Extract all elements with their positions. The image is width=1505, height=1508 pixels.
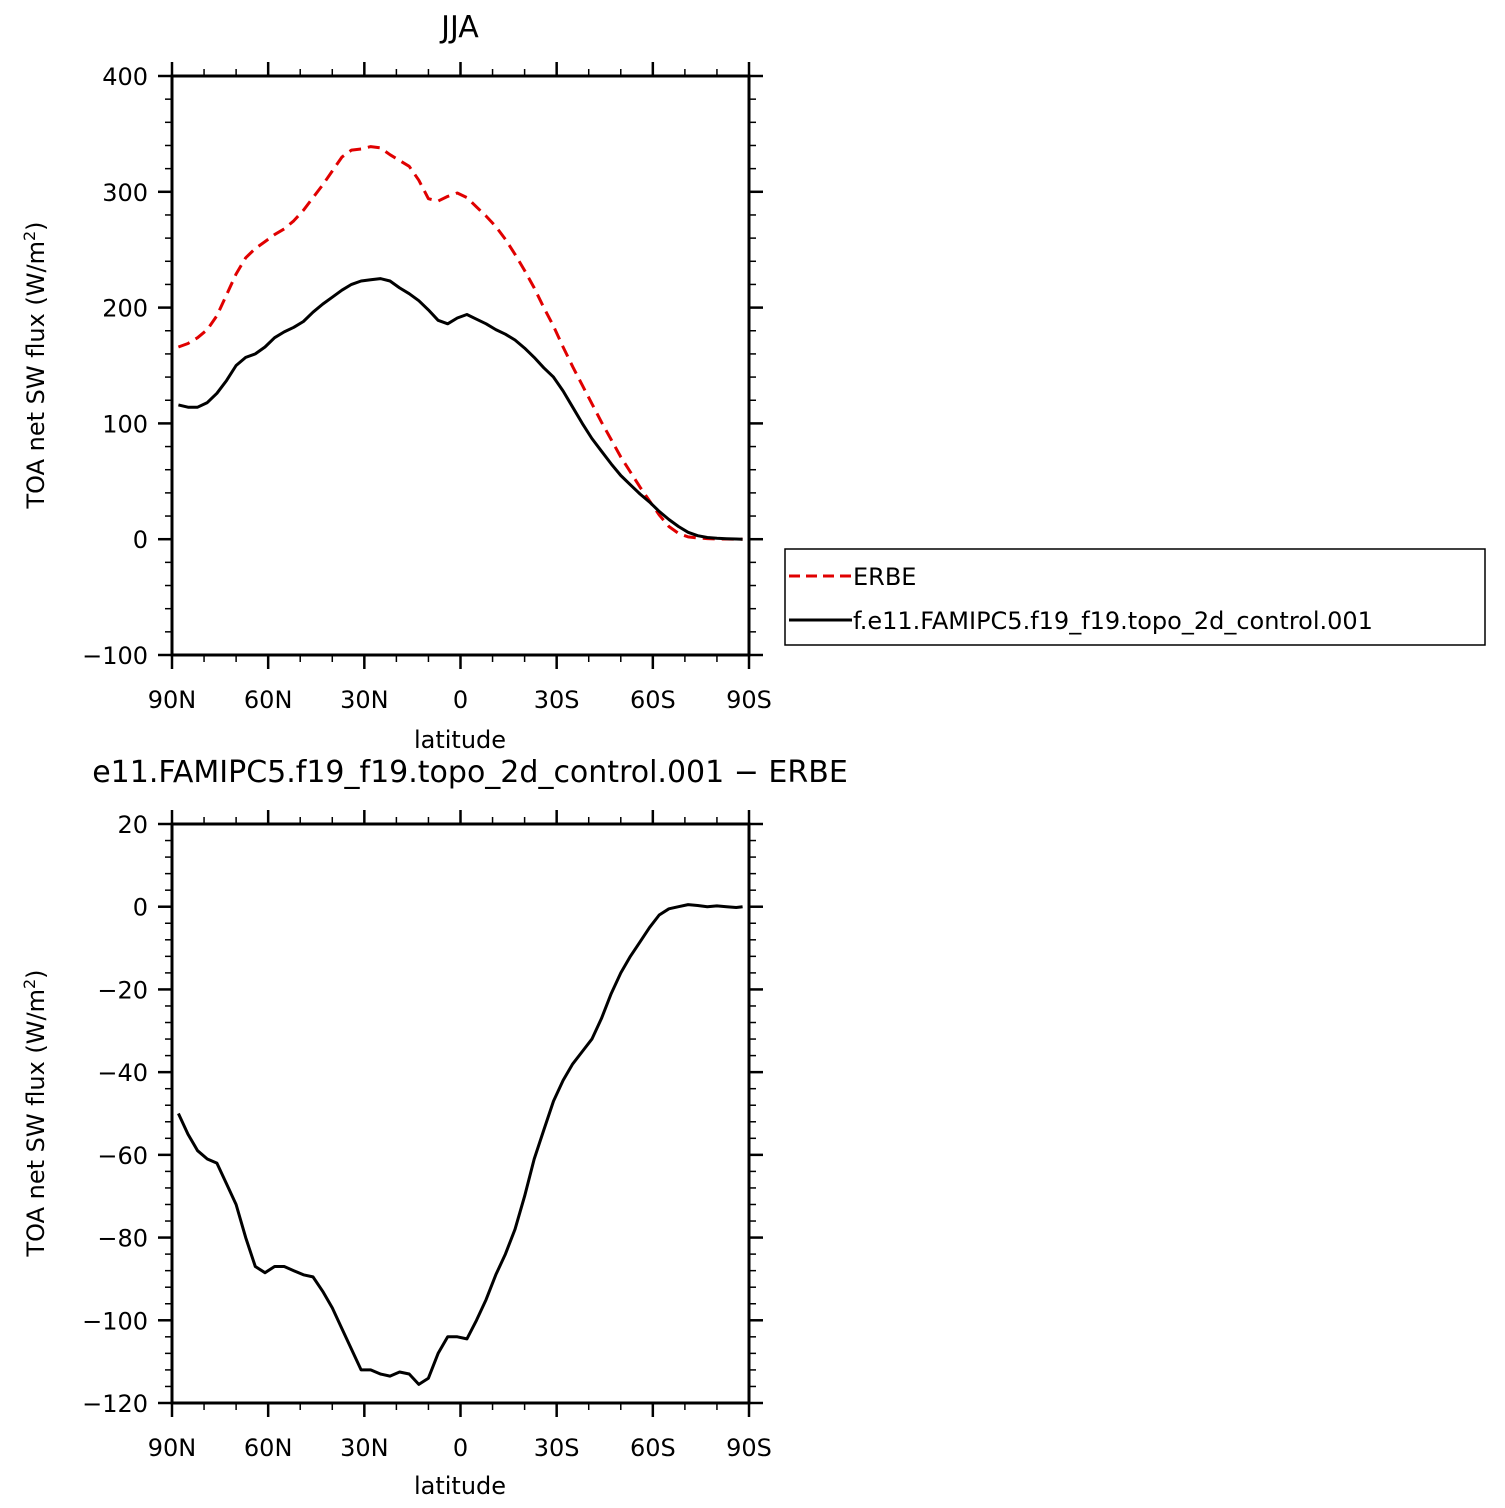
legend-label-erbe: ERBE: [853, 563, 916, 591]
top-x-tick-label: 60S: [630, 686, 676, 714]
bottom-x-tick-label: 0: [453, 1434, 468, 1462]
bottom-y-tick-label: −60: [97, 1142, 148, 1170]
top-x-tick-label: 90N: [148, 686, 197, 714]
top-y-axis-title-end: ): [22, 221, 50, 230]
top-y-tick-label: 100: [102, 410, 148, 438]
bottom-y-tick-label: −20: [97, 976, 148, 1004]
top-y-axis-title: TOA net SW flux (W/m2): [20, 221, 51, 509]
bottom-y-tick-label: −100: [82, 1307, 148, 1335]
bottom-panel: e11.FAMIPC5.f19_f19.topo_2d_control.001 …: [20, 755, 848, 1500]
bottom-y-axis-title: TOA net SW flux (W/m2): [20, 969, 51, 1257]
top-x-tick-label: 90S: [726, 686, 772, 714]
top-y-tick-label: 400: [102, 63, 148, 91]
bottom-y-tick-label: −40: [97, 1059, 148, 1087]
bottom-x-tick-label: 30S: [534, 1434, 580, 1462]
bottom-y-tick-label: −120: [82, 1390, 148, 1418]
bottom-plot-frame: [170, 822, 751, 1405]
top-x-axis-title: latitude: [414, 726, 506, 754]
top-x-tick-label: 60N: [244, 686, 293, 714]
bottom-y-tick-label: −80: [97, 1225, 148, 1253]
top-series-group: [177, 145, 743, 541]
legend: ERBE f.e11.FAMIPC5.f19_f19.topo_2d_contr…: [784, 548, 1486, 646]
bottom-series-line-difference: [177, 903, 743, 1386]
legend-box: [784, 548, 1486, 646]
bottom-y-axis-title-end: ): [22, 969, 50, 978]
top-y-axis-title-main: TOA net SW flux (W/m: [22, 241, 50, 510]
bottom-x-tick-label: 60S: [630, 1434, 676, 1462]
top-y-tick-label: 200: [102, 295, 148, 323]
top-series-line-erbe: [177, 145, 743, 541]
bottom-x-tick-label: 90N: [148, 1434, 197, 1462]
top-x-tick-label: 30N: [340, 686, 389, 714]
bottom-x-axis-title: latitude: [414, 1472, 506, 1500]
bottom-y-tick-label: 20: [117, 811, 148, 839]
legend-label-model: f.e11.FAMIPC5.f19_f19.topo_2d_control.00…: [853, 607, 1373, 635]
bottom-x-tick-label: 90S: [726, 1434, 772, 1462]
top-panel: JJA −100 0 100 200 300 400 90N 60N 30N 0 30S 60S 90S…: [20, 10, 772, 754]
top-y-tick-label: −100: [82, 642, 148, 670]
top-y-tick-label: 0: [133, 526, 148, 554]
top-y-axis-title-sup: 2: [20, 231, 39, 241]
top-y-tick-label: 300: [102, 179, 148, 207]
top-series-line-model: [178, 277, 743, 541]
bottom-chart-title: e11.FAMIPC5.f19_f19.topo_2d_control.001 …: [92, 755, 848, 790]
top-axes: −100 0 100 200 300 400 90N 60N 30N 0 30S 60S 90S: [82, 62, 772, 714]
bottom-axes: −120 −100 −80 −60 −40 −20 0 20 90N 60N 30N 0 30S 60S 9…: [82, 810, 772, 1462]
bottom-series-group: [177, 903, 743, 1386]
top-plot-frame: [170, 74, 751, 657]
top-x-tick-label: 30S: [534, 686, 580, 714]
bottom-y-axis-title-sup: 2: [20, 979, 39, 989]
bottom-y-tick-label: 0: [133, 894, 148, 922]
bottom-x-tick-label: 60N: [244, 1434, 293, 1462]
bottom-x-tick-label: 30N: [340, 1434, 389, 1462]
bottom-y-axis-title-main: TOA net SW flux (W/m: [22, 989, 50, 1258]
top-x-tick-label: 0: [453, 686, 468, 714]
top-chart-title: JJA: [439, 10, 479, 45]
